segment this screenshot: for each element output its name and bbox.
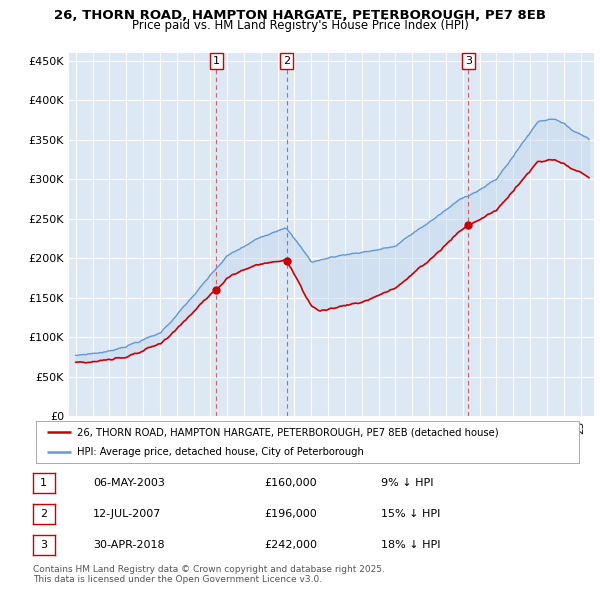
- Text: 1: 1: [40, 478, 47, 488]
- Text: 26, THORN ROAD, HAMPTON HARGATE, PETERBOROUGH, PE7 8EB: 26, THORN ROAD, HAMPTON HARGATE, PETERBO…: [54, 9, 546, 22]
- Text: 2: 2: [40, 509, 47, 519]
- Text: 3: 3: [465, 56, 472, 66]
- Text: £160,000: £160,000: [264, 478, 317, 488]
- Text: £196,000: £196,000: [264, 509, 317, 519]
- Text: 3: 3: [40, 540, 47, 550]
- Text: HPI: Average price, detached house, City of Peterborough: HPI: Average price, detached house, City…: [77, 447, 364, 457]
- Text: 9% ↓ HPI: 9% ↓ HPI: [381, 478, 433, 488]
- Text: 12-JUL-2007: 12-JUL-2007: [93, 509, 161, 519]
- Text: £242,000: £242,000: [264, 540, 317, 550]
- Text: 30-APR-2018: 30-APR-2018: [93, 540, 164, 550]
- Text: 2: 2: [283, 56, 290, 66]
- Text: Contains HM Land Registry data © Crown copyright and database right 2025.
This d: Contains HM Land Registry data © Crown c…: [33, 565, 385, 584]
- Text: Price paid vs. HM Land Registry's House Price Index (HPI): Price paid vs. HM Land Registry's House …: [131, 19, 469, 32]
- Text: 1: 1: [213, 56, 220, 66]
- Text: 26, THORN ROAD, HAMPTON HARGATE, PETERBOROUGH, PE7 8EB (detached house): 26, THORN ROAD, HAMPTON HARGATE, PETERBO…: [77, 427, 499, 437]
- Text: 06-MAY-2003: 06-MAY-2003: [93, 478, 165, 488]
- Text: 15% ↓ HPI: 15% ↓ HPI: [381, 509, 440, 519]
- Text: 18% ↓ HPI: 18% ↓ HPI: [381, 540, 440, 550]
